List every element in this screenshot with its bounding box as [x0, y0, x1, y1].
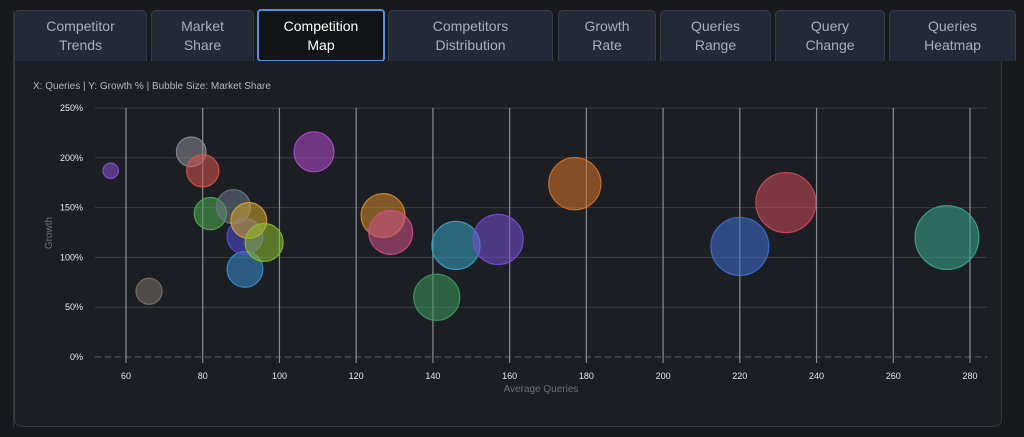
y-axis-title: Growth: [44, 217, 55, 249]
y-tick-label: 150%: [60, 203, 83, 213]
chart-tab-bar: Competitor Trends Market Share Competiti…: [14, 9, 1016, 62]
y-axis-ticks: 0% 50% 100% 150% 200% 250%: [60, 103, 83, 362]
bubble-point-3[interactable]: [186, 154, 220, 188]
tab-label: Query Change: [805, 18, 855, 53]
bubble-point-19[interactable]: [755, 172, 817, 234]
y-tick-label: 200%: [60, 153, 83, 163]
tab-label: Competition Map: [283, 17, 359, 53]
tab-growth-rate[interactable]: Growth Rate: [558, 10, 656, 61]
x-tick-label: 260: [886, 371, 901, 381]
tab-query-change[interactable]: Query Change: [775, 10, 885, 61]
bubble-point-11[interactable]: [293, 131, 335, 173]
x-tick-label: 280: [962, 371, 977, 381]
tab-queries-heatmap[interactable]: Queries Heatmap: [889, 10, 1016, 61]
tab-competition-map[interactable]: Competition Map: [257, 9, 385, 62]
tab-competitors-distribution[interactable]: Competitors Distribution: [388, 10, 553, 61]
x-tick-label: 180: [579, 371, 594, 381]
bubble-point-20[interactable]: [914, 204, 980, 271]
tab-queries-range[interactable]: Queries Range: [660, 10, 771, 61]
x-axis-ticks: 60 80 100 120 140 160 180 200 220 240 260 280: [121, 371, 978, 381]
x-tick-label: 120: [349, 371, 364, 381]
tab-label: Queries Range: [690, 18, 741, 53]
bubble-point-14[interactable]: [431, 220, 481, 271]
page-left-border: [13, 10, 14, 428]
x-tick-label: 200: [656, 371, 671, 381]
x-tick-label: 60: [121, 371, 131, 381]
tab-competitor-trends[interactable]: Competitor Trends: [14, 10, 147, 61]
y-tick-label: 250%: [60, 103, 83, 113]
x-tick-label: 240: [809, 371, 824, 381]
bubble-point-1[interactable]: [102, 162, 120, 180]
x-tick-label: 220: [732, 371, 747, 381]
tab-label: Competitor Trends: [46, 18, 115, 53]
bubble-point-9[interactable]: [244, 222, 284, 263]
bubble-point-13[interactable]: [368, 209, 414, 256]
tab-label: Growth Rate: [584, 18, 630, 53]
x-axis-title: Average Queries: [504, 384, 579, 395]
x-tick-label: 140: [425, 371, 440, 381]
x-tick-label: 100: [272, 371, 287, 381]
chart-encoding-subtitle: X: Queries | Y: Growth % | Bubble Size: …: [33, 81, 271, 92]
tab-market-share[interactable]: Market Share: [151, 10, 254, 61]
x-tick-label: 80: [198, 371, 208, 381]
bubble-point-17[interactable]: [548, 157, 602, 211]
x-tick-label: 160: [502, 371, 517, 381]
tab-label: Queries Heatmap: [924, 18, 981, 53]
y-tick-label: 50%: [65, 302, 83, 312]
tab-label: Market Share: [181, 18, 224, 53]
bubbles: [102, 131, 980, 321]
y-tick-label: 100%: [60, 252, 83, 262]
bubble-point-10[interactable]: [135, 277, 163, 305]
bubble-point-15[interactable]: [413, 273, 461, 321]
y-tick-label: 0%: [70, 352, 83, 362]
bubble-point-16[interactable]: [472, 213, 524, 266]
tab-label: Competitors Distribution: [432, 18, 509, 53]
bubble-point-18[interactable]: [710, 216, 770, 277]
